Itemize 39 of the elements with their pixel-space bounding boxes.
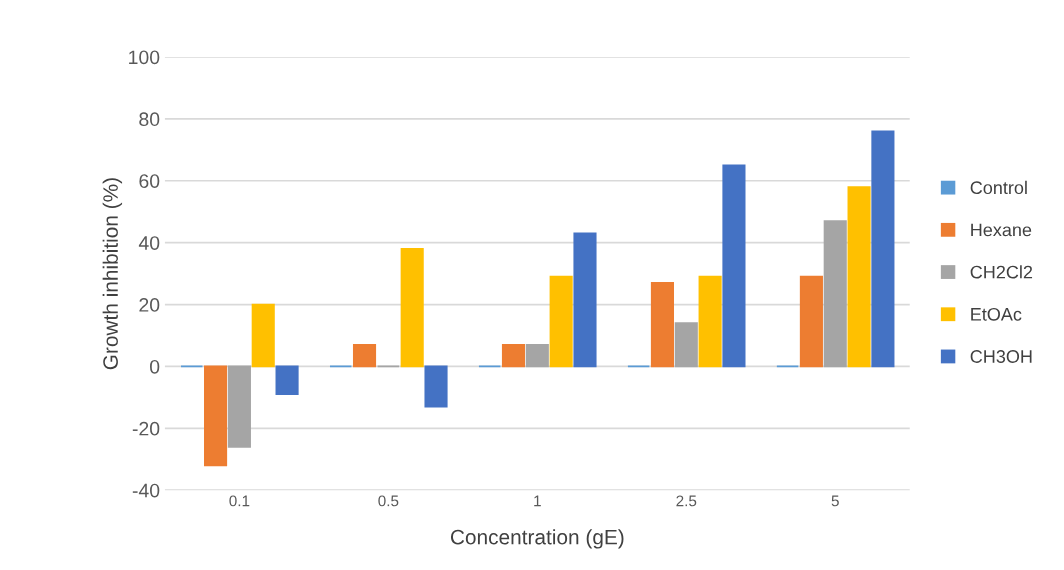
x-tick-label: 0.5 (378, 495, 399, 507)
x-tick-label: 1 (534, 495, 541, 507)
x-tick-label: 2.5 (676, 495, 697, 507)
legend-label: CH3OH (970, 350, 1032, 363)
bar (698, 275, 722, 368)
legend-label: Control (970, 180, 1027, 195)
bar (549, 275, 573, 368)
bar (799, 275, 823, 368)
bar (823, 220, 847, 368)
x-tick-label: 0.1 (229, 495, 250, 507)
y-tick-label: 40 (138, 236, 160, 250)
x-axis-title: Concentration (gE) (450, 529, 624, 549)
bar (674, 322, 698, 368)
bar (722, 164, 746, 368)
y-tick-label: 100 (129, 50, 160, 65)
y-tick-label: 80 (139, 112, 160, 127)
bar (251, 303, 275, 368)
y-tick-label: 60 (139, 174, 160, 189)
y-tick-label: 0 (150, 359, 160, 374)
legend-label: CH2Cl2 (970, 265, 1033, 279)
x-tick-label: 5 (831, 495, 839, 507)
bar (501, 343, 526, 368)
bar (400, 248, 424, 368)
y-tick-label: -40 (132, 483, 160, 498)
bar (352, 343, 377, 368)
bar (204, 365, 228, 467)
legend-label: EtOAc (971, 307, 1022, 321)
y-tick-label: 20 (139, 298, 160, 312)
y-tick-label: -20 (132, 421, 160, 436)
y-axis-title: Growth inhibition (%) (102, 178, 123, 370)
bar (871, 130, 895, 368)
bar (847, 186, 871, 368)
bar (424, 365, 448, 408)
legend-label: Hexane (971, 223, 1032, 237)
bar (525, 343, 549, 368)
bar (227, 365, 251, 448)
bar (650, 282, 675, 368)
bar (275, 365, 299, 396)
bar (573, 232, 597, 368)
